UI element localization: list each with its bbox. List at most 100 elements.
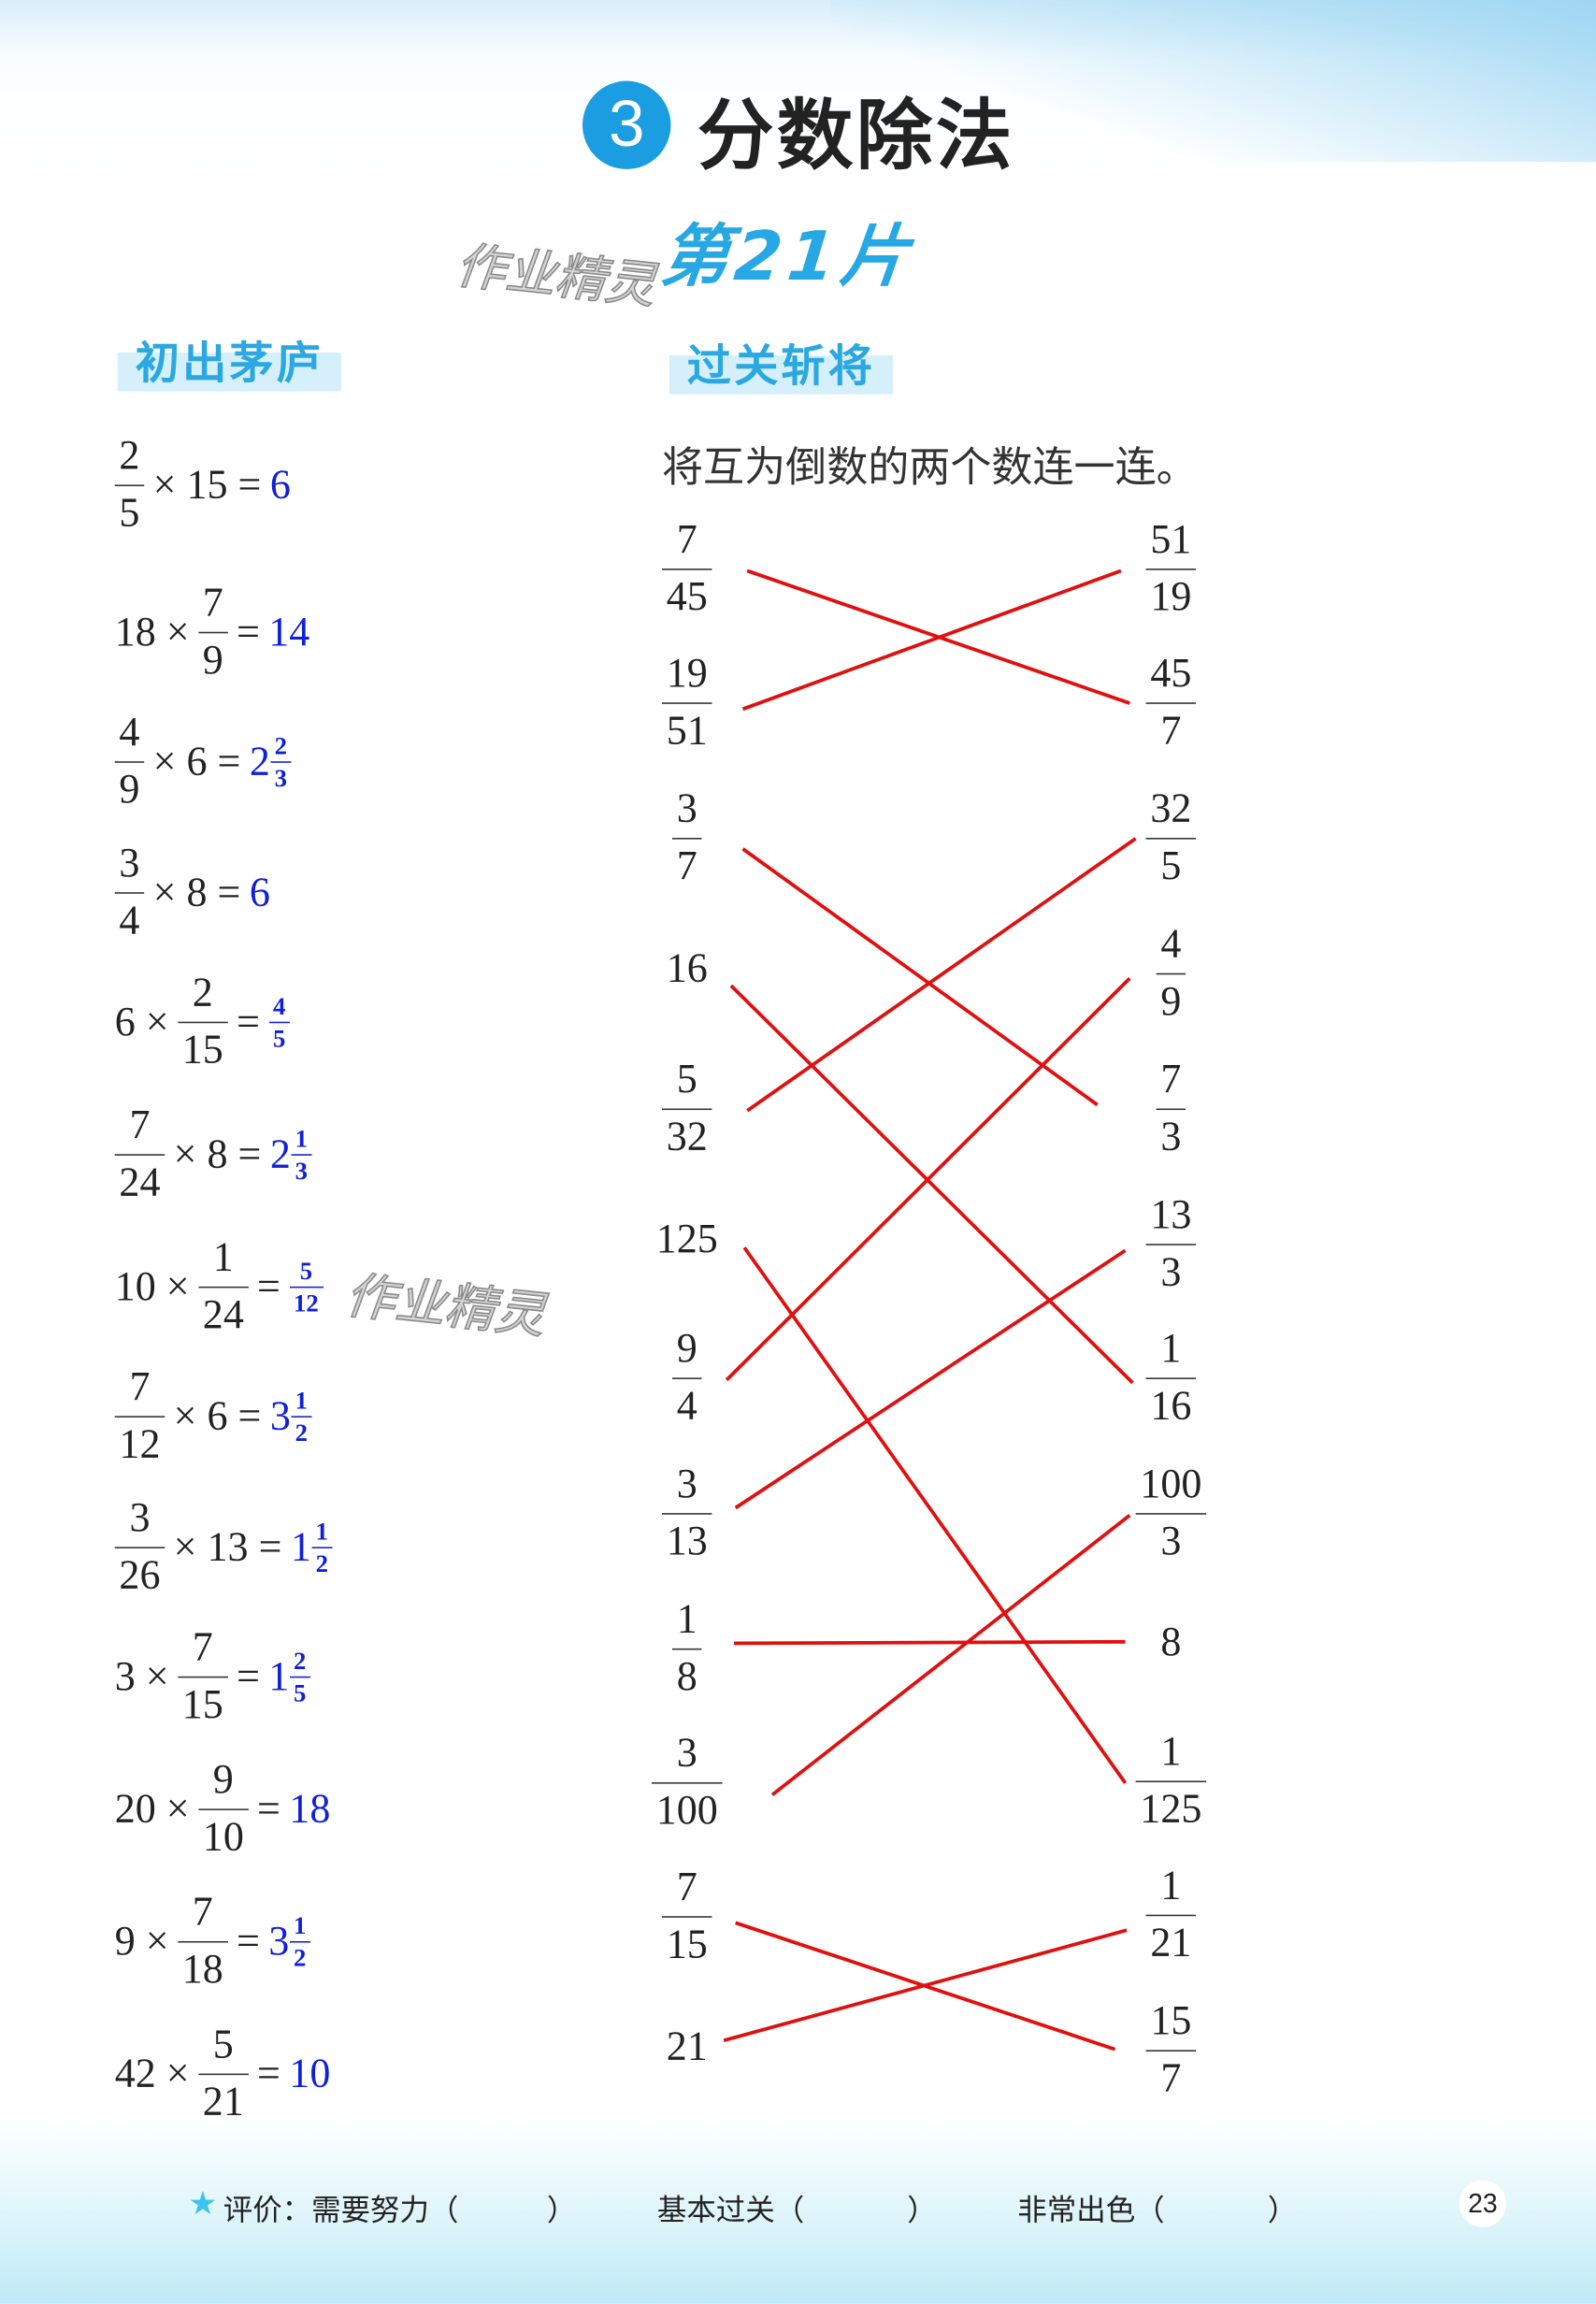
match-item-left: 125: [656, 1217, 718, 1263]
denominator: 24: [202, 1292, 244, 1338]
problem-row: 3 × 7 15 = 1 2 5: [115, 1624, 311, 1726]
numerator: 2: [294, 1647, 307, 1676]
connection-line: [734, 1248, 1127, 1510]
numerator: 51: [1150, 517, 1192, 563]
denominator: 21: [202, 2079, 244, 2125]
answer-whole: 2: [269, 1130, 291, 1177]
fraction-bar: [671, 1377, 702, 1379]
denominator: 9: [1160, 979, 1182, 1025]
chapter-number-badge: 3: [582, 80, 671, 169]
operator-text: 9 ×: [114, 1918, 169, 1965]
denominator: 12: [119, 1421, 161, 1468]
denominator: 5: [272, 1024, 286, 1053]
numerator: 7: [676, 517, 697, 563]
answer-whole: 6: [249, 869, 270, 915]
match-item-right: 1 21: [1145, 1863, 1197, 1965]
connection-line: [742, 1246, 1128, 1784]
fraction-bar: [198, 1286, 249, 1289]
answer-whole: 10: [289, 2051, 331, 2096]
numerator: 3: [676, 1462, 697, 1507]
fraction-bar: [310, 1547, 333, 1548]
match-item-right: 100 3: [1135, 1462, 1207, 1562]
fraction-bar: [661, 702, 712, 704]
connection-line: [741, 847, 1099, 1107]
fraction: 7 24: [114, 1102, 165, 1206]
fraction-bar: [1156, 972, 1186, 975]
numerator: 7: [192, 1624, 213, 1671]
fraction: 9 10: [198, 1760, 249, 1858]
fraction-bar: [661, 1513, 712, 1515]
denominator: 9: [119, 767, 140, 814]
match-item-right: 51 19: [1145, 517, 1197, 618]
answer-whole: 1: [290, 1523, 311, 1570]
match-item-left: 3 13: [661, 1462, 712, 1562]
option-excellent: 非常出色（: [1017, 2192, 1165, 2227]
answer-whole: 6: [269, 462, 291, 508]
connection-line: [723, 1928, 1128, 2042]
match-item-right: 8: [1160, 1620, 1181, 1666]
numerator: 45: [1150, 651, 1192, 697]
denominator: 5: [1160, 843, 1182, 890]
fraction: 100 3: [1135, 1462, 1207, 1562]
numerator: 1: [295, 1386, 308, 1415]
fraction-bar: [198, 2073, 249, 2076]
fraction: 1 21: [1145, 1863, 1197, 1965]
fraction-bar: [114, 1416, 165, 1418]
numerator: 15: [1150, 1998, 1192, 2045]
fraction: 7 12: [114, 1367, 165, 1468]
numerator: 5: [299, 1257, 313, 1286]
fraction-bar: [289, 1286, 324, 1289]
fraction-bar: [671, 837, 702, 840]
fraction-bar: [290, 1154, 312, 1156]
match-item-left: 7 15: [661, 1867, 712, 1968]
operator-text: 20 ×: [114, 1785, 190, 1832]
denominator: 18: [181, 1947, 223, 1994]
denominator: 45: [666, 574, 708, 621]
match-value: 16: [666, 945, 708, 992]
numerator: 1: [315, 1517, 328, 1546]
connection-line: [725, 976, 1131, 1382]
option-basic-pass: 基本过关（: [656, 2192, 805, 2227]
fraction-bar: [1145, 569, 1197, 570]
star-icon: ★: [188, 2185, 218, 2224]
fraction-bar: [114, 1154, 165, 1156]
fraction: 45 7: [1145, 651, 1197, 755]
numerator: 1: [1160, 1863, 1182, 1909]
numerator: 100: [1140, 1462, 1202, 1507]
fraction: 15 7: [1145, 1998, 1197, 2099]
fraction: 32 5: [1145, 788, 1197, 890]
evaluation-footer: ★ 评价： 需要努力（ ） 基本过关（ ） 非常出色（ ）: [188, 2186, 1297, 2229]
fraction-bar: [178, 1676, 228, 1678]
fraction-bar: [114, 892, 145, 894]
denominator: 15: [666, 1922, 708, 1968]
denominator: 24: [119, 1159, 161, 1206]
operator-text: =: [236, 1918, 260, 1965]
match-item-right: 1 125: [1135, 1732, 1207, 1831]
numerator: 7: [129, 1102, 151, 1148]
denominator: 3: [274, 764, 287, 793]
operator-text: =: [236, 999, 260, 1045]
match-item-left: 16: [667, 946, 708, 993]
connection-line: [770, 1514, 1131, 1796]
match-item-left: 5 32: [661, 1059, 712, 1159]
fraction-bar: [198, 631, 228, 634]
problem-row: 42 × 5 21 = 10: [115, 2024, 331, 2125]
answer-whole: 14: [268, 609, 310, 655]
fraction-bar: [114, 484, 145, 486]
denominator: 16: [1150, 1383, 1192, 1430]
match-item-right: 1 16: [1145, 1329, 1197, 1430]
denominator: 7: [1160, 708, 1182, 755]
fraction: 13 3: [1145, 1195, 1197, 1293]
answer: 6: [270, 462, 291, 509]
denominator: 15: [181, 1027, 223, 1073]
problem-row: 2 5 × 15 = 6: [114, 436, 291, 534]
